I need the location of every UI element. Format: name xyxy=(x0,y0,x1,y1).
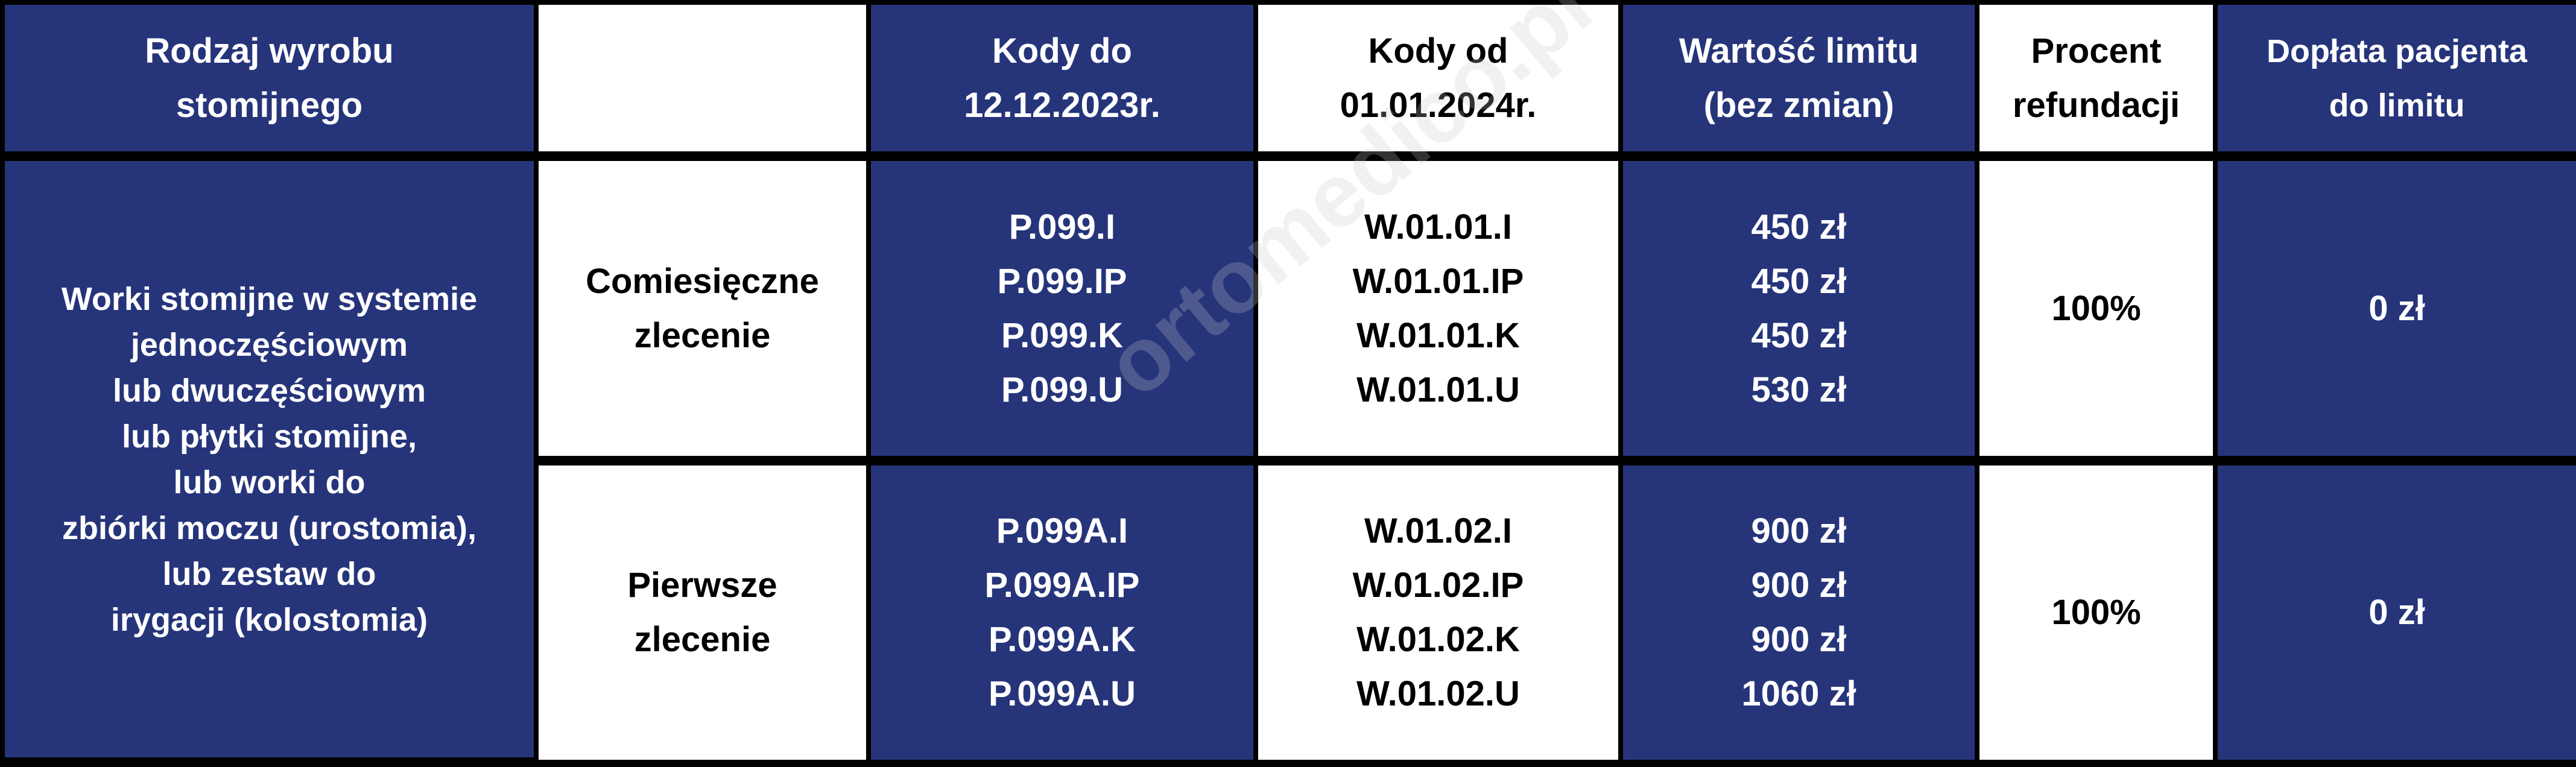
product-line: lub płytki stomijne, xyxy=(121,418,417,455)
header-text: (bez zmian) xyxy=(1703,85,1894,125)
header-text: refundacji xyxy=(2012,85,2180,125)
table-row: Pierwsze zlecenie P.099A.I P.099A.IP P.099A… xyxy=(2,458,2576,765)
order-text: Comiesięczne xyxy=(586,261,819,301)
header-text: 01.01.2024r. xyxy=(1340,85,1537,125)
code: W.01.01.I xyxy=(1364,207,1513,247)
product-line: lub worki do xyxy=(173,464,366,500)
limit-value: 900 zł xyxy=(1751,511,1847,551)
old-codes: P.099A.I P.099A.IP P.099A.K P.099A.U xyxy=(866,458,1258,765)
limits: 900 zł 900 zł 900 zł 1060 zł xyxy=(1618,458,1979,765)
header-new-codes: Kody od 01.01.2024r. xyxy=(1253,0,1623,161)
header-text: Kody od xyxy=(1368,31,1508,71)
code: P.099.I xyxy=(1008,207,1116,247)
table-row: Worki stomijne w systemie jednoczęściowy… xyxy=(0,153,2576,767)
limit-value: 450 zł xyxy=(1751,207,1847,247)
code: P.099.K xyxy=(1001,315,1124,355)
code: W.01.01.U xyxy=(1356,370,1520,409)
header-product-type: Rodzaj wyrobu stomijnego xyxy=(0,0,539,161)
limit-value: 900 zł xyxy=(1751,620,1847,660)
order-type: Comiesięczne zlecenie xyxy=(534,153,871,466)
code: W.01.01.K xyxy=(1356,315,1520,355)
product-line: Worki stomijne w systemie xyxy=(61,280,478,317)
header-text: do limitu xyxy=(2329,87,2465,124)
header-text: Dopłata pacjenta xyxy=(2266,33,2528,69)
product-description: Worki stomijne w systemie jednoczęściowy… xyxy=(0,154,539,767)
order-text: zlecenie xyxy=(634,620,771,660)
product-line: lub zestaw do xyxy=(162,555,376,592)
limit-value: 900 zł xyxy=(1751,566,1847,605)
limit-value: 1060 zł xyxy=(1741,674,1856,714)
order-text: zlecenie xyxy=(634,315,771,355)
header-text: Rodzaj wyrobu xyxy=(145,31,394,71)
product-line: irygacji (kolostomia) xyxy=(110,601,428,638)
product-line: lub dwuczęściowym xyxy=(112,372,426,409)
header-row: Rodzaj wyrobu stomijnego Kody do 12.12.202… xyxy=(0,0,2576,161)
code: W.01.02.IP xyxy=(1352,566,1524,605)
header-text: 12.12.2023r. xyxy=(964,85,1160,125)
code: P.099.IP xyxy=(997,261,1127,301)
limit-value: 530 zł xyxy=(1751,370,1847,409)
header-text: Wartość limitu xyxy=(1679,31,1919,71)
order-type: Pierwsze zlecenie xyxy=(534,458,871,765)
header-old-codes: Kody do 12.12.2023r. xyxy=(866,0,1258,161)
new-codes: W.01.02.I W.01.02.IP W.01.02.K W.01.02.U xyxy=(1253,458,1623,765)
header-empty xyxy=(534,0,871,161)
old-codes: P.099.I P.099.IP P.099.K P.099.U xyxy=(866,153,1258,466)
copay: 0 zł xyxy=(2213,153,2576,466)
code: P.099A.U xyxy=(989,674,1136,714)
code: P.099A.I xyxy=(996,511,1128,551)
header-text: Procent xyxy=(2031,31,2162,71)
code: P.099.U xyxy=(1001,370,1124,409)
header-text: stomijnego xyxy=(176,85,363,125)
header-refund: Procent refundacji xyxy=(1975,0,2218,161)
product-line: zbiórki moczu (urostomia), xyxy=(62,510,477,546)
order-text: Pierwsze xyxy=(627,566,777,605)
code: W.01.02.I xyxy=(1364,511,1513,551)
refund-percent: 100% xyxy=(1975,458,2218,765)
refund-percent: 100% xyxy=(1975,153,2218,466)
limit-value: 450 zł xyxy=(1751,261,1847,301)
limit-value: 450 zł xyxy=(1751,315,1847,355)
limits: 450 zł 450 zł 450 zł 530 zł xyxy=(1618,153,1979,466)
header-copay: Dopłata pacjenta do limitu xyxy=(2213,0,2576,161)
new-codes: W.01.01.I W.01.01.IP W.01.01.K W.01.01.U xyxy=(1253,153,1623,466)
header-limit: Wartość limitu (bez zmian) xyxy=(1618,0,1979,161)
product-line: jednoczęściowym xyxy=(130,326,408,363)
code: W.01.02.K xyxy=(1356,620,1520,660)
code: W.01.02.U xyxy=(1356,674,1520,714)
copay: 0 zł xyxy=(2213,458,2576,765)
code: P.099A.K xyxy=(989,620,1136,660)
code: W.01.01.IP xyxy=(1352,261,1524,301)
code: P.099A.IP xyxy=(984,566,1140,605)
header-text: Kody do xyxy=(992,31,1132,71)
